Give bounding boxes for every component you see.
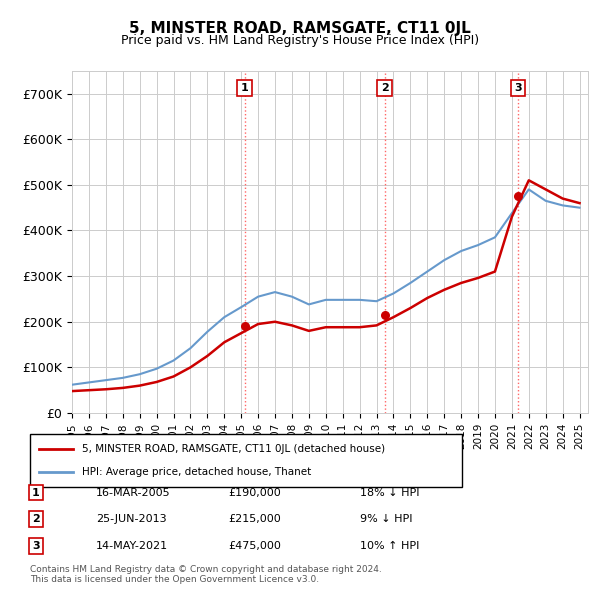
Text: 14-MAY-2021: 14-MAY-2021	[96, 541, 168, 550]
Text: Contains HM Land Registry data © Crown copyright and database right 2024.
This d: Contains HM Land Registry data © Crown c…	[30, 565, 382, 584]
Text: 9% ↓ HPI: 9% ↓ HPI	[360, 514, 413, 524]
Text: £190,000: £190,000	[228, 488, 281, 497]
Text: 5, MINSTER ROAD, RAMSGATE, CT11 0JL: 5, MINSTER ROAD, RAMSGATE, CT11 0JL	[129, 21, 471, 35]
Text: 2: 2	[32, 514, 40, 524]
Text: 1: 1	[241, 83, 248, 93]
Point	[240, 322, 250, 331]
FancyBboxPatch shape	[30, 434, 462, 487]
Text: HPI: Average price, detached house, Thanet: HPI: Average price, detached house, Than…	[82, 467, 311, 477]
Text: 1: 1	[32, 488, 40, 497]
Text: 3: 3	[514, 83, 522, 93]
Text: 18% ↓ HPI: 18% ↓ HPI	[360, 488, 419, 497]
Text: £215,000: £215,000	[228, 514, 281, 524]
Text: 3: 3	[32, 541, 40, 550]
Text: 10% ↑ HPI: 10% ↑ HPI	[360, 541, 419, 550]
Point	[513, 192, 523, 201]
Text: 25-JUN-2013: 25-JUN-2013	[96, 514, 167, 524]
Text: 2: 2	[381, 83, 389, 93]
Point	[380, 310, 389, 320]
Text: Price paid vs. HM Land Registry's House Price Index (HPI): Price paid vs. HM Land Registry's House …	[121, 34, 479, 47]
Text: 5, MINSTER ROAD, RAMSGATE, CT11 0JL (detached house): 5, MINSTER ROAD, RAMSGATE, CT11 0JL (det…	[82, 444, 385, 454]
Text: 16-MAR-2005: 16-MAR-2005	[96, 488, 170, 497]
Text: £475,000: £475,000	[228, 541, 281, 550]
